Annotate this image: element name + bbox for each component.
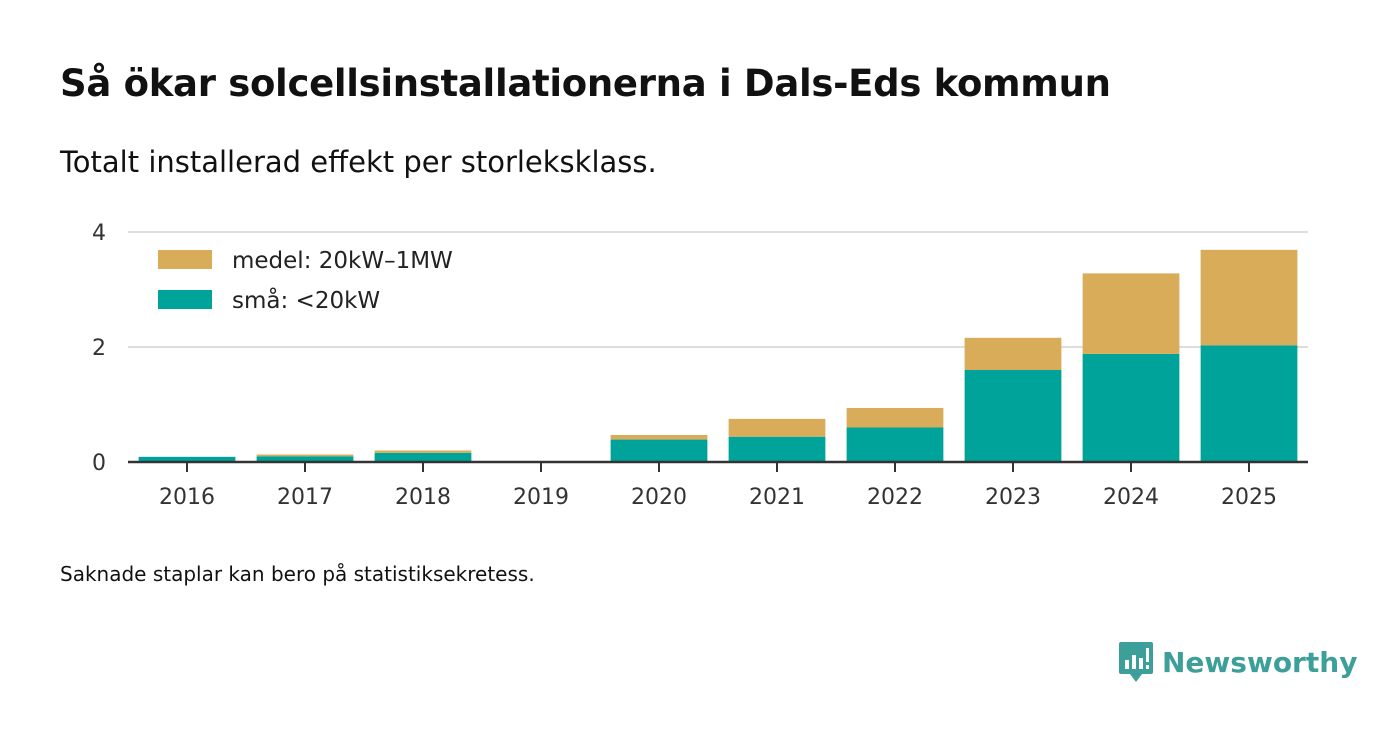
bar-medel: [256, 454, 354, 457]
bar-medel: [728, 418, 826, 437]
chart-title: Så ökar solcellsinstallationerna i Dals-…: [60, 62, 1111, 105]
y-tick-label: 2: [92, 336, 106, 361]
brand-logo: Newsworthy: [1118, 640, 1357, 684]
bar-sma: [610, 439, 708, 462]
bar-medel: [846, 407, 944, 428]
x-tick-label: 2020: [631, 485, 687, 510]
bar-sma: [256, 456, 354, 462]
bar-medel: [1200, 249, 1298, 346]
x-tick-label: 2019: [513, 485, 569, 510]
x-tick-label: 2018: [395, 485, 451, 510]
bar-sma: [138, 456, 236, 462]
legend-swatch: [158, 250, 212, 269]
x-tick-label: 2025: [1221, 485, 1277, 510]
bar-sma: [1082, 353, 1180, 462]
bar-medel: [964, 337, 1062, 370]
x-tick-label: 2016: [159, 485, 215, 510]
y-tick-label: 4: [92, 221, 106, 246]
bar-sma: [1200, 345, 1298, 462]
x-tick-label: 2017: [277, 485, 333, 510]
x-tick-label: 2021: [749, 485, 805, 510]
newsworthy-logo-icon: [1119, 642, 1153, 682]
legend-label: medel: 20kW–1MW: [232, 248, 453, 274]
bar-medel: [610, 434, 708, 440]
bar-medel: [374, 450, 472, 453]
bar-sma: [964, 370, 1062, 462]
legend-swatch: [158, 290, 212, 309]
legend-label: små: <20kW: [232, 286, 380, 314]
bar-sma: [846, 427, 944, 462]
x-tick-label: 2022: [867, 485, 923, 510]
chart-subtitle: Totalt installerad effekt per storlekskl…: [60, 145, 657, 179]
x-tick-label: 2023: [985, 485, 1041, 510]
y-tick-label: 0: [92, 451, 106, 476]
bar-sma: [728, 436, 826, 462]
x-tick-label: 2024: [1103, 485, 1159, 510]
bar-sma: [374, 452, 472, 462]
bar-medel: [1082, 273, 1180, 354]
footnote: Saknade staplar kan bero på statistiksek…: [60, 562, 535, 586]
brand-name: Newsworthy: [1162, 645, 1358, 679]
